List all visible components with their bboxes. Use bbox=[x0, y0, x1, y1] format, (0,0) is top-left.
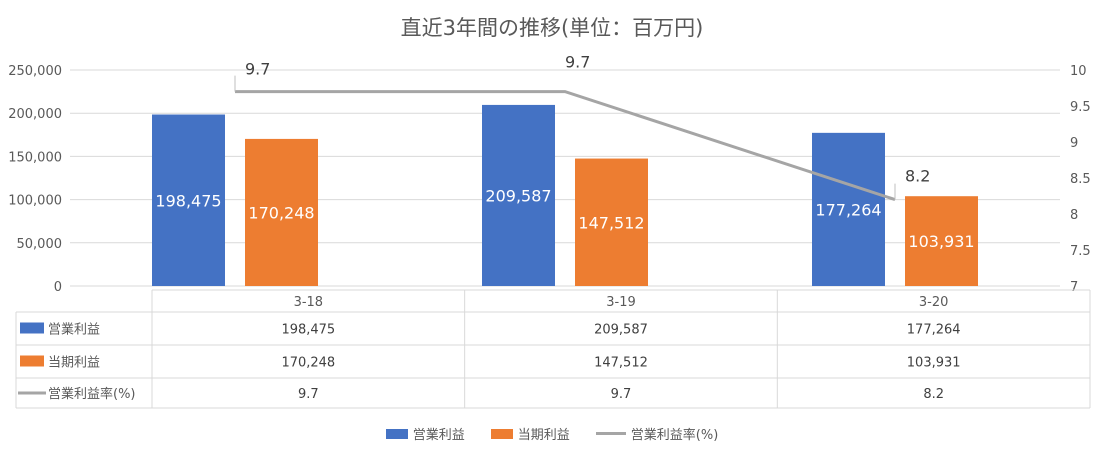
table-series-label: 営業利益率(%) bbox=[48, 386, 136, 402]
bar bbox=[575, 158, 648, 286]
table-category-label: 3-19 bbox=[606, 295, 636, 310]
legend-item-operating-profit: 営業利益 bbox=[385, 424, 465, 443]
y-left-tick-label: 200,000 bbox=[8, 107, 62, 122]
bar bbox=[152, 114, 225, 286]
y-left-tick-label: 0 bbox=[54, 280, 62, 295]
y-right-tick-label: 10 bbox=[1070, 64, 1087, 79]
table-legend-swatch bbox=[20, 322, 44, 334]
legend-label-operating-profit: 営業利益 bbox=[412, 428, 465, 443]
table-cell: 177,264 bbox=[907, 323, 961, 338]
line-value-label: 9.7 bbox=[565, 53, 590, 72]
y-right-tick-label: 7 bbox=[1070, 280, 1078, 295]
bar-value-label: 198,475 bbox=[155, 191, 221, 210]
table-cell: 198,475 bbox=[281, 323, 335, 338]
table-cell: 147,512 bbox=[594, 356, 648, 371]
bar-value-label: 103,931 bbox=[908, 232, 974, 251]
legend-item-margin: 営業利益率(%) bbox=[595, 424, 719, 443]
line-value-label: 8.2 bbox=[905, 167, 930, 186]
bar-value-label: 170,248 bbox=[248, 203, 314, 222]
bar bbox=[245, 138, 318, 286]
y-right-tick-label: 8.5 bbox=[1070, 172, 1091, 187]
table-legend-swatch bbox=[20, 355, 44, 367]
y-right-tick-label: 9 bbox=[1070, 136, 1078, 151]
bar bbox=[812, 132, 885, 286]
bar bbox=[482, 104, 555, 286]
table-cell: 103,931 bbox=[907, 356, 961, 371]
table-series-label: 当期利益 bbox=[48, 356, 100, 371]
table-cell: 8.2 bbox=[923, 387, 944, 402]
table-cell: 209,587 bbox=[594, 323, 648, 338]
y-right-tick-label: 8 bbox=[1070, 208, 1078, 223]
legend: 営業利益 当期利益 営業利益率(%) bbox=[0, 424, 1104, 443]
table-cell: 9.7 bbox=[611, 387, 632, 402]
legend-item-net-profit: 当期利益 bbox=[490, 424, 570, 443]
legend-label-margin: 営業利益率(%) bbox=[630, 428, 719, 443]
table-category-label: 3-20 bbox=[919, 295, 949, 310]
y-left-tick-label: 50,000 bbox=[17, 237, 63, 252]
line-series bbox=[235, 90, 896, 202]
bar bbox=[905, 196, 978, 286]
line-value-label: 9.7 bbox=[245, 60, 270, 79]
table-category-label: 3-18 bbox=[294, 295, 324, 310]
table-cell: 170,248 bbox=[281, 356, 335, 371]
y-left-tick-label: 250,000 bbox=[8, 64, 62, 79]
y-left-tick-label: 150,000 bbox=[8, 150, 62, 165]
table-series-label: 営業利益 bbox=[48, 322, 100, 338]
table-cell: 9.7 bbox=[298, 387, 319, 402]
legend-swatch-margin bbox=[595, 432, 626, 435]
legend-swatch-net-profit bbox=[490, 428, 513, 439]
bar-value-label: 209,587 bbox=[485, 186, 551, 205]
chart-svg: 0 50,000 100,000 150,000 200,000 250,000 7 7.5 8… bbox=[8, 53, 1091, 409]
y-right-tick-label: 7.5 bbox=[1070, 244, 1091, 259]
chart-title: 直近3年間の推移(単位：百万円) bbox=[400, 16, 704, 40]
legend-label-net-profit: 当期利益 bbox=[517, 428, 570, 443]
bar-value-label: 177,264 bbox=[815, 200, 881, 219]
bar-value-label: 147,512 bbox=[578, 213, 644, 232]
legend-swatch-operating-profit bbox=[385, 428, 408, 439]
y-left-tick-label: 100,000 bbox=[8, 194, 62, 209]
y-right-tick-label: 9.5 bbox=[1070, 100, 1091, 115]
